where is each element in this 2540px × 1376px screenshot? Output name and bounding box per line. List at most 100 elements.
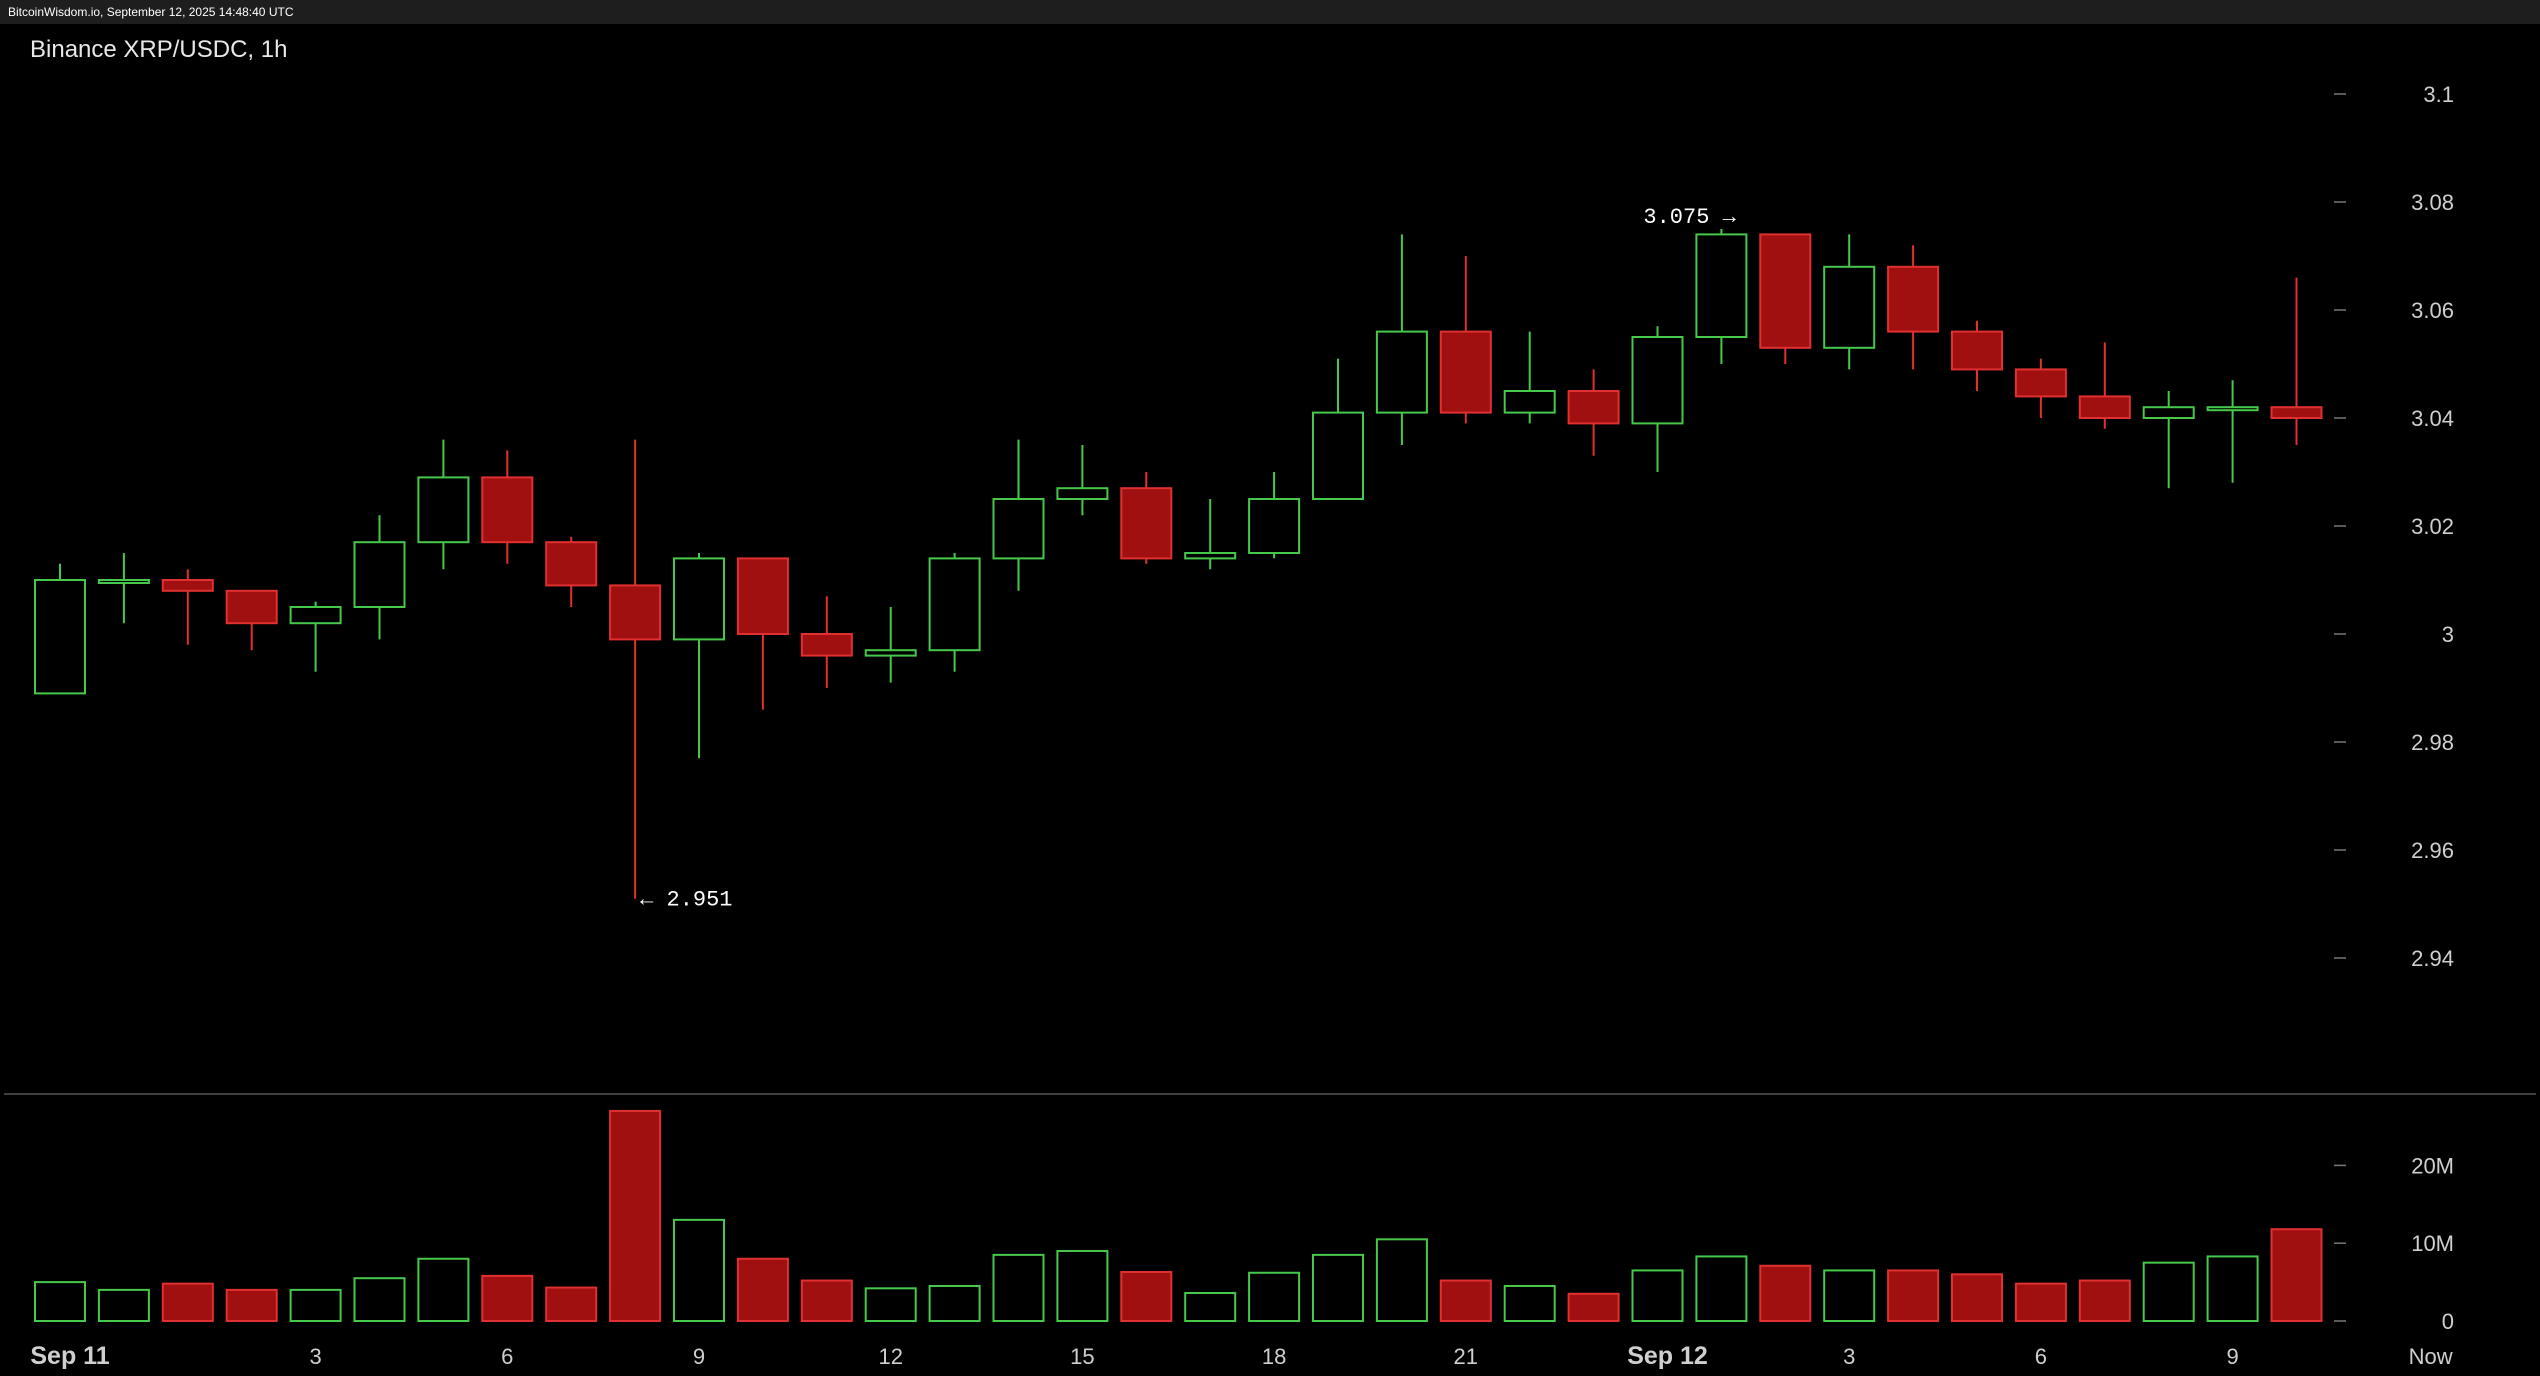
candle bbox=[225, 589, 278, 651]
price-tick-label: 3.1 bbox=[2423, 82, 2454, 107]
time-tick-label: 18 bbox=[1262, 1344, 1286, 1369]
time-tick-label: 9 bbox=[2226, 1344, 2238, 1369]
candle-body bbox=[417, 476, 470, 544]
candle-body bbox=[97, 579, 150, 584]
candle-body bbox=[1375, 330, 1428, 414]
candle bbox=[1439, 256, 1492, 424]
volume-bars-layer bbox=[34, 1109, 2323, 1323]
candle bbox=[1503, 331, 1556, 424]
candle bbox=[992, 439, 1045, 591]
candle bbox=[673, 553, 725, 759]
header-bar: BitcoinWisdom.io, September 12, 2025 14:… bbox=[0, 0, 2540, 24]
candle bbox=[34, 563, 86, 695]
candle-body bbox=[1631, 336, 1684, 425]
price-tick-label: 3.08 bbox=[2411, 190, 2454, 215]
price-tick-label: 3.06 bbox=[2411, 298, 2454, 323]
candle-body bbox=[992, 498, 1045, 560]
volume-bar bbox=[1503, 1284, 1556, 1322]
time-axis: Sep 11 3 6 9 12 15 18 21 Sep 12 3 6 9 Now bbox=[30, 1342, 2452, 1370]
candle-body bbox=[2270, 406, 2323, 420]
volume-bar bbox=[673, 1218, 725, 1322]
candle bbox=[289, 601, 342, 672]
candle-body bbox=[609, 584, 662, 641]
candle bbox=[1887, 245, 1940, 370]
time-tick-label: Sep 12 bbox=[1627, 1342, 1708, 1370]
candle-body bbox=[289, 606, 342, 625]
volume-bar bbox=[289, 1288, 342, 1323]
volume-bar bbox=[609, 1109, 662, 1322]
volume-bar bbox=[1120, 1270, 1173, 1322]
candle bbox=[928, 553, 981, 672]
candle bbox=[1567, 369, 1620, 456]
candle-body bbox=[1887, 265, 1940, 333]
candle bbox=[1951, 320, 2003, 391]
volume-bar bbox=[1567, 1292, 1620, 1323]
time-tick-label: 6 bbox=[501, 1344, 513, 1369]
price-tick-label: 3.04 bbox=[2411, 406, 2454, 431]
volume-bar bbox=[1056, 1249, 1109, 1322]
candle bbox=[1312, 358, 1364, 501]
volume-bar bbox=[2142, 1261, 2195, 1323]
candle-body bbox=[1759, 233, 1812, 349]
chart-title: Binance XRP/USDC, 1h bbox=[30, 36, 288, 63]
volume-bar bbox=[1759, 1264, 1812, 1322]
volume-tick-label: 0 bbox=[2442, 1309, 2454, 1334]
candle bbox=[1695, 229, 1748, 364]
volume-bar bbox=[161, 1282, 214, 1323]
time-tick-label: 6 bbox=[2035, 1344, 2047, 1369]
candle bbox=[800, 596, 853, 688]
candle bbox=[1759, 233, 1812, 364]
volume-bar bbox=[1248, 1271, 1301, 1323]
candle-body bbox=[928, 557, 981, 652]
volume-bar bbox=[800, 1279, 853, 1322]
price-axis: 3.1 3.08 3.06 3.04 3.02 3 2.98 2.96 2.94 bbox=[2334, 82, 2454, 971]
candle bbox=[545, 536, 598, 607]
volume-bar bbox=[1631, 1269, 1684, 1323]
time-tick-label: 15 bbox=[1070, 1344, 1094, 1369]
candle bbox=[609, 439, 662, 899]
time-tick-label: Sep 11 bbox=[30, 1342, 109, 1370]
price-tick-label: 2.96 bbox=[2411, 838, 2454, 863]
candle bbox=[97, 553, 150, 624]
candle-body bbox=[673, 557, 725, 641]
candle-body bbox=[545, 541, 598, 587]
volume-tick-label: 10M bbox=[2411, 1231, 2454, 1256]
volume-bar bbox=[97, 1288, 150, 1323]
price-tick-label: 2.94 bbox=[2411, 946, 2454, 971]
candle bbox=[1120, 472, 1173, 564]
volume-bar bbox=[353, 1277, 406, 1322]
candle bbox=[864, 607, 917, 683]
candle-body bbox=[2142, 406, 2195, 420]
candle-body bbox=[1439, 330, 1492, 414]
volume-bar bbox=[1439, 1279, 1492, 1322]
volume-bar bbox=[545, 1286, 598, 1323]
low-annotation: ← 2.951 bbox=[640, 888, 732, 913]
volume-bar bbox=[736, 1257, 789, 1323]
time-tick-label: 3 bbox=[309, 1344, 321, 1369]
time-tick-label: 12 bbox=[878, 1344, 902, 1369]
candle bbox=[2270, 277, 2323, 445]
time-tick-label: Now bbox=[2409, 1344, 2453, 1369]
candle bbox=[2078, 342, 2131, 429]
candle-body bbox=[1248, 498, 1301, 554]
candle bbox=[1631, 326, 1684, 472]
candles-layer bbox=[34, 229, 2323, 899]
volume-bar bbox=[928, 1284, 981, 1322]
volume-bar bbox=[1695, 1255, 1748, 1323]
candle-body bbox=[161, 579, 214, 592]
volume-bar bbox=[1951, 1273, 2003, 1322]
volume-bar bbox=[1823, 1269, 1876, 1323]
candle-body bbox=[2078, 395, 2131, 419]
source-timestamp: BitcoinWisdom.io, September 12, 2025 14:… bbox=[8, 5, 294, 19]
candle bbox=[1248, 472, 1301, 559]
high-annotation: 3.075 → bbox=[1643, 205, 1736, 230]
candle bbox=[1056, 445, 1109, 516]
volume-bar bbox=[2206, 1255, 2259, 1323]
candle-body bbox=[1567, 390, 1620, 425]
volume-bar bbox=[2270, 1228, 2323, 1323]
candle bbox=[1823, 234, 1876, 370]
candle bbox=[1375, 234, 1428, 445]
candle-body bbox=[225, 589, 278, 625]
candle-body bbox=[1184, 552, 1237, 560]
time-tick-label: 3 bbox=[1843, 1344, 1855, 1369]
